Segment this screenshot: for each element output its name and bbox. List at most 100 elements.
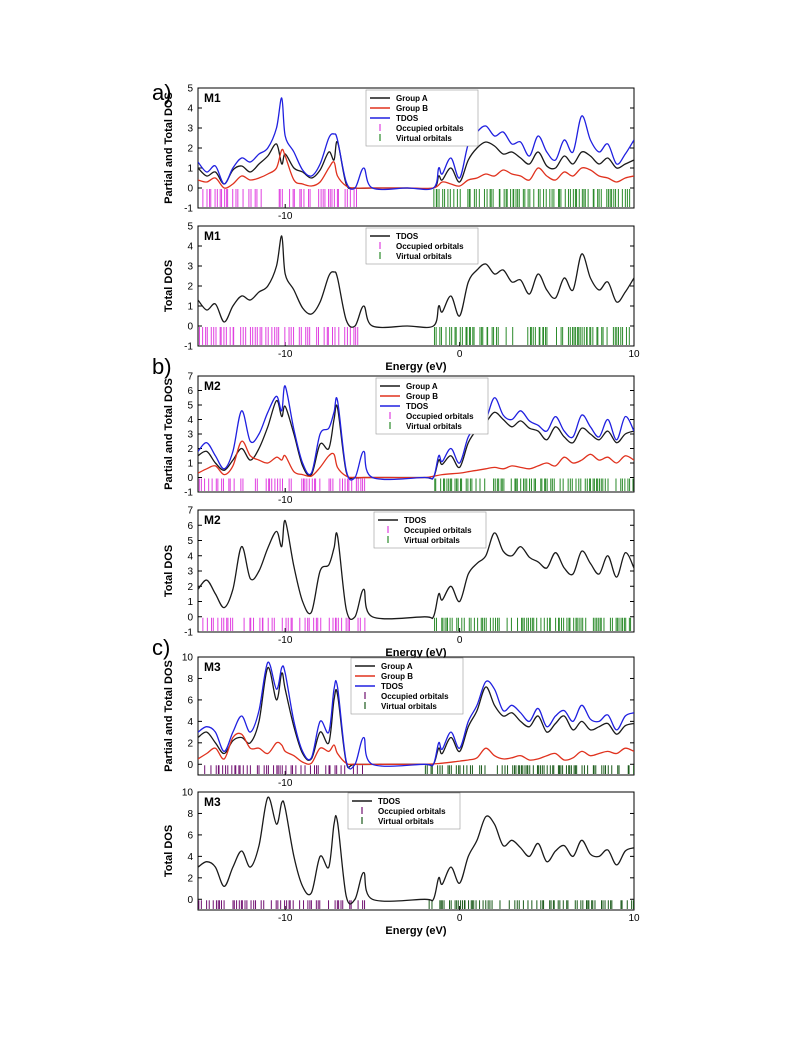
y-tick-label: 0 [187,473,193,484]
series-line-group-b [198,440,634,479]
x-tick-label: -10 [278,349,293,360]
y-tick-label: 2 [187,444,193,455]
y-tick-label: 2 [187,582,193,593]
legend-label: Group B [396,104,428,113]
y-tick-label: 1 [187,459,193,470]
legend-label: Group A [381,662,413,671]
y-tick-label: 6 [187,386,193,397]
series-lines [198,97,634,191]
x-tick-label: 0 [457,913,463,924]
x-tick-label: 10 [628,913,640,924]
series-line-tdos [198,661,634,770]
legend-label: Occupied orbitals [406,412,474,421]
x-axis-title: Energy (eV) [385,647,446,659]
y-tick-label: 6 [187,695,193,706]
y-tick-label: -1 [184,342,193,353]
y-tick-label: 2 [187,282,193,293]
plot-name: M2 [204,379,221,393]
y-tick-label: 0 [187,760,193,771]
y-tick-label: 7 [187,506,193,517]
series-line-group-a [198,140,634,190]
orbital-marks [202,189,631,207]
y-tick-label: 4 [187,415,193,426]
y-tick-label: 3 [187,124,193,135]
y-tick-label: 2 [187,873,193,884]
y-tick-label: 6 [187,830,193,841]
plot-frame [197,656,635,776]
orbital-marks [204,765,634,774]
legend-label: Occupied orbitals [404,526,472,535]
y-tick-label: 0 [187,184,193,195]
subplot-5: M3 0 2 4 6 8 10 -10 Partial and Total DOS Group A… [163,653,635,789]
plot-frame [197,791,635,911]
legend-label: Occupied orbitals [396,124,464,133]
series-line-group-b [198,148,634,190]
orbital-marks [198,900,634,909]
legend-label: Group B [406,392,438,401]
y-tick-label: 5 [187,536,193,547]
y-tick-label: 2 [187,144,193,155]
series-lines [198,520,634,621]
x-tick-label: 10 [628,349,640,360]
y-tick-label: -1 [184,204,193,215]
series-line-group-b [198,732,634,766]
legend-label: Occupied orbitals [396,242,464,251]
plot-name: M3 [204,660,221,674]
y-tick-label: 4 [187,717,193,728]
y-tick-label: 3 [187,567,193,578]
y-tick-label: -1 [184,628,193,639]
y-tick-label: 5 [187,401,193,412]
panel-label-c: c) [152,635,170,660]
legend-label: Virtual orbitals [381,702,437,711]
x-tick-label: 0 [457,349,463,360]
x-tick-label: 0 [457,635,463,646]
series-line-tdos [198,97,634,191]
legend-label: TDOS [404,516,427,525]
x-tick-label: -10 [278,211,293,222]
series-lines [198,661,634,770]
y-tick-label: 7 [187,372,193,383]
y-tick-label: 5 [187,222,193,233]
y-tick-label: 0 [187,895,193,906]
legend-box [347,792,461,830]
y-tick-label: 8 [187,809,193,820]
y-tick-label: 0 [187,612,193,623]
legend-label: TDOS [396,114,419,123]
y-tick-label: 6 [187,521,193,532]
y-tick-label: 4 [187,104,193,115]
y-tick-label: 1 [187,302,193,313]
y-tick-label: 1 [187,597,193,608]
orbital-marks [198,478,634,491]
y-axis-title: Total DOS [163,545,175,597]
legend-box [375,377,489,435]
series-lines [198,235,634,329]
legend-label: Group A [406,382,438,391]
plot-name: M2 [204,513,221,527]
y-tick-label: 8 [187,674,193,685]
orbital-marks [198,327,630,345]
plot-name: M1 [204,91,221,105]
series-lines [198,385,634,481]
y-tick-label: 10 [182,653,194,664]
y-axis-title: Partial and Total DOS [163,660,175,772]
legend-label: Group A [396,94,428,103]
y-axis-title: Total DOS [163,825,175,877]
legend-label: TDOS [396,232,419,241]
subplot-6: M3 0 2 4 6 8 10 -10 0 10 Total DOS Energy (eV) TDOSO… [163,788,640,938]
plot-name: M1 [204,229,221,243]
orbital-marks [202,617,632,631]
y-tick-label: 5 [187,84,193,95]
y-tick-label: -1 [184,488,193,499]
y-tick-label: 4 [187,242,193,253]
y-tick-label: 3 [187,262,193,273]
legend-label: TDOS [406,402,429,411]
